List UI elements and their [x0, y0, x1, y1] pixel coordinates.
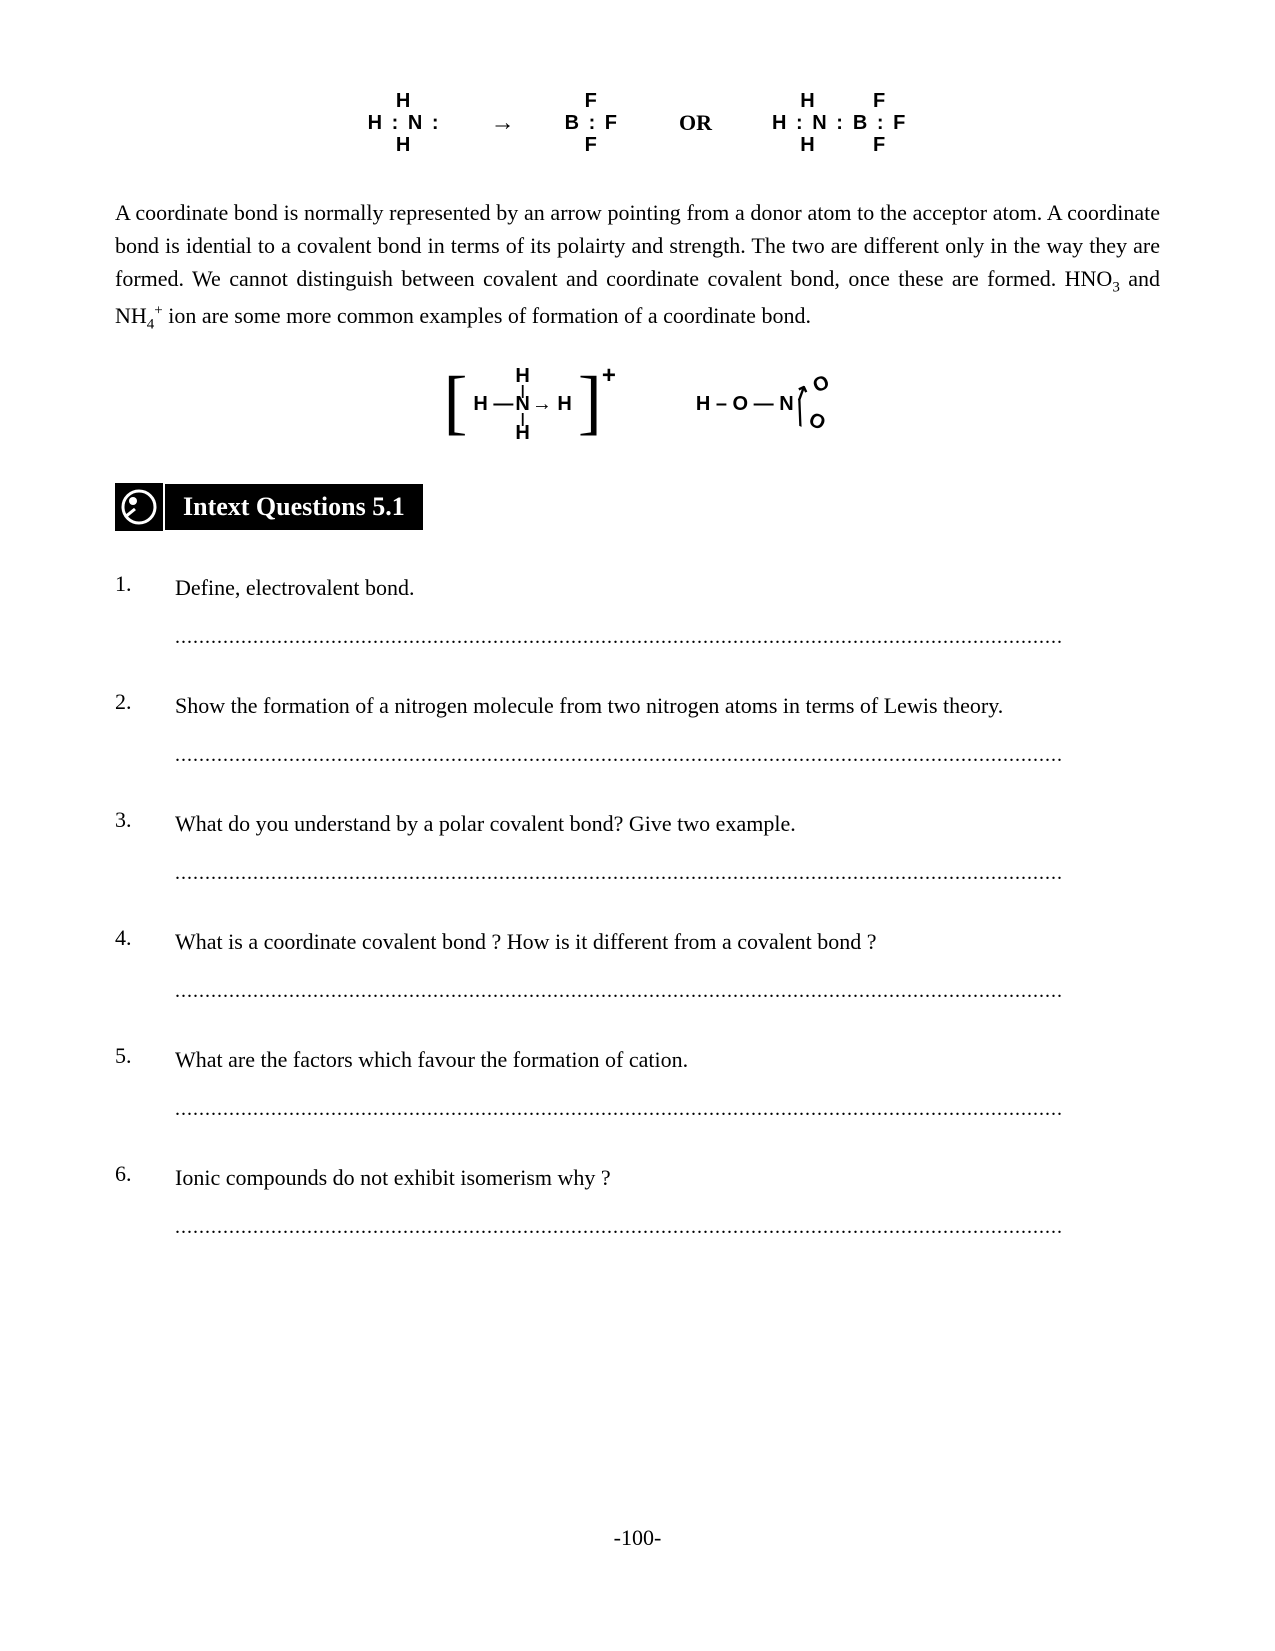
hno3-structure: H – O — N ↗ O ╲ O	[696, 390, 832, 418]
para-c: ion are some more common examples of for…	[163, 303, 811, 328]
lewis-diagram-row-1: H H : N : H → F B : F F OR H H : N : H F…	[115, 90, 1160, 156]
question-item: 1. Define, electrovalent bond. .........…	[115, 571, 1160, 671]
question-body: What is a coordinate covalent bond ? How…	[175, 925, 1160, 1025]
charge-plus: +	[602, 362, 616, 390]
answer-dotline: ........................................…	[175, 1216, 1160, 1239]
bf3-top: F	[585, 90, 599, 112]
combo-bf3-top: F	[873, 90, 887, 112]
combo-bf3: F B : F F	[853, 90, 907, 156]
no2-top: ↗ O	[791, 375, 831, 404]
question-number: 4.	[115, 925, 145, 1025]
question-item: 5. What are the factors which favour the…	[115, 1043, 1160, 1143]
question-text: What are the factors which favour the fo…	[175, 1043, 1160, 1076]
or-separator: OR	[679, 110, 712, 136]
nh3-mid: H : N :	[368, 112, 441, 134]
answer-dotline: ........................................…	[175, 980, 1160, 1003]
sub-3: 3	[1112, 279, 1120, 295]
question-body: What are the factors which favour the fo…	[175, 1043, 1160, 1143]
heading-label: Intext Questions 5.1	[165, 484, 423, 530]
question-text: What is a coordinate covalent bond ? How…	[175, 925, 1160, 958]
nh3-bot: H	[396, 134, 412, 156]
page-content: H H : N : H → F B : F F OR H H : N : H F…	[0, 0, 1275, 1339]
bf3-structure: F B : F F	[565, 90, 619, 156]
section-heading: Intext Questions 5.1	[115, 483, 1160, 531]
nh4-bot: H	[515, 423, 529, 443]
question-body: Ionic compounds do not exhibit isomerism…	[175, 1161, 1160, 1261]
nh3-structure: H H : N : H	[368, 90, 441, 156]
answer-dotline: ........................................…	[175, 744, 1160, 767]
question-item: 3. What do you understand by a polar cov…	[115, 807, 1160, 907]
combo-bf3-bot: F	[873, 134, 887, 156]
nh4-mid-r: → H	[532, 394, 572, 414]
bf3-mid: B : F	[565, 112, 619, 134]
question-number: 1.	[115, 571, 145, 671]
nh4-mid-l: H —	[473, 394, 513, 414]
bracket-left: [	[443, 366, 467, 438]
question-body: Define, electrovalent bond. ............…	[175, 571, 1160, 671]
sup-plus: +	[154, 303, 162, 319]
question-body: Show the formation of a nitrogen molecul…	[175, 689, 1160, 789]
combo-nh3: H H : N : H	[772, 90, 845, 156]
question-number: 3.	[115, 807, 145, 907]
page-number: -100-	[0, 1525, 1275, 1551]
hno3-chain: H – O — N	[696, 393, 794, 416]
bf3-bot: F	[585, 134, 599, 156]
answer-dotline: ........................................…	[175, 626, 1160, 649]
question-item: 2. Show the formation of a nitrogen mole…	[115, 689, 1160, 789]
question-text: Ionic compounds do not exhibit isomerism…	[175, 1161, 1160, 1194]
question-item: 4. What is a coordinate covalent bond ? …	[115, 925, 1160, 1025]
body-paragraph: A coordinate bond is normally represente…	[115, 196, 1160, 336]
bracket-right: ]	[578, 366, 602, 438]
nh3-top: H	[396, 90, 412, 112]
answer-dotline: ........................................…	[175, 862, 1160, 885]
question-number: 2.	[115, 689, 145, 789]
combo-nh3-bot: H	[800, 134, 816, 156]
nh4-ion-structure: [ H | H — N → H | H ] +	[443, 366, 615, 443]
question-number: 5.	[115, 1043, 145, 1143]
combo-bf3-mid: B : F	[853, 112, 907, 134]
nh4-core: H | H — N → H | H	[467, 366, 577, 443]
reaction-arrow: →	[491, 109, 515, 137]
combo-nh3-top: H	[800, 90, 816, 112]
question-number: 6.	[115, 1161, 145, 1261]
lewis-diagram-row-2: [ H | H — N → H | H ] + H – O — N ↗ O ╲ …	[115, 366, 1160, 443]
no2-branch: ↗ O ╲ O	[794, 390, 832, 418]
question-text: Define, electrovalent bond.	[175, 571, 1160, 604]
no2-bot: ╲ O	[791, 405, 831, 434]
questions-list: 1. Define, electrovalent bond. .........…	[115, 571, 1160, 1261]
question-icon	[115, 483, 163, 531]
question-text: What do you understand by a polar covale…	[175, 807, 1160, 840]
question-item: 6. Ionic compounds do not exhibit isomer…	[115, 1161, 1160, 1261]
combined-structure: H H : N : H F B : F F	[772, 90, 907, 156]
question-body: What do you understand by a polar covale…	[175, 807, 1160, 907]
answer-dotline: ........................................…	[175, 1098, 1160, 1121]
para-a: A coordinate bond is normally represente…	[115, 200, 1160, 291]
combo-nh3-mid: H : N :	[772, 112, 845, 134]
question-text: Show the formation of a nitrogen molecul…	[175, 689, 1160, 722]
